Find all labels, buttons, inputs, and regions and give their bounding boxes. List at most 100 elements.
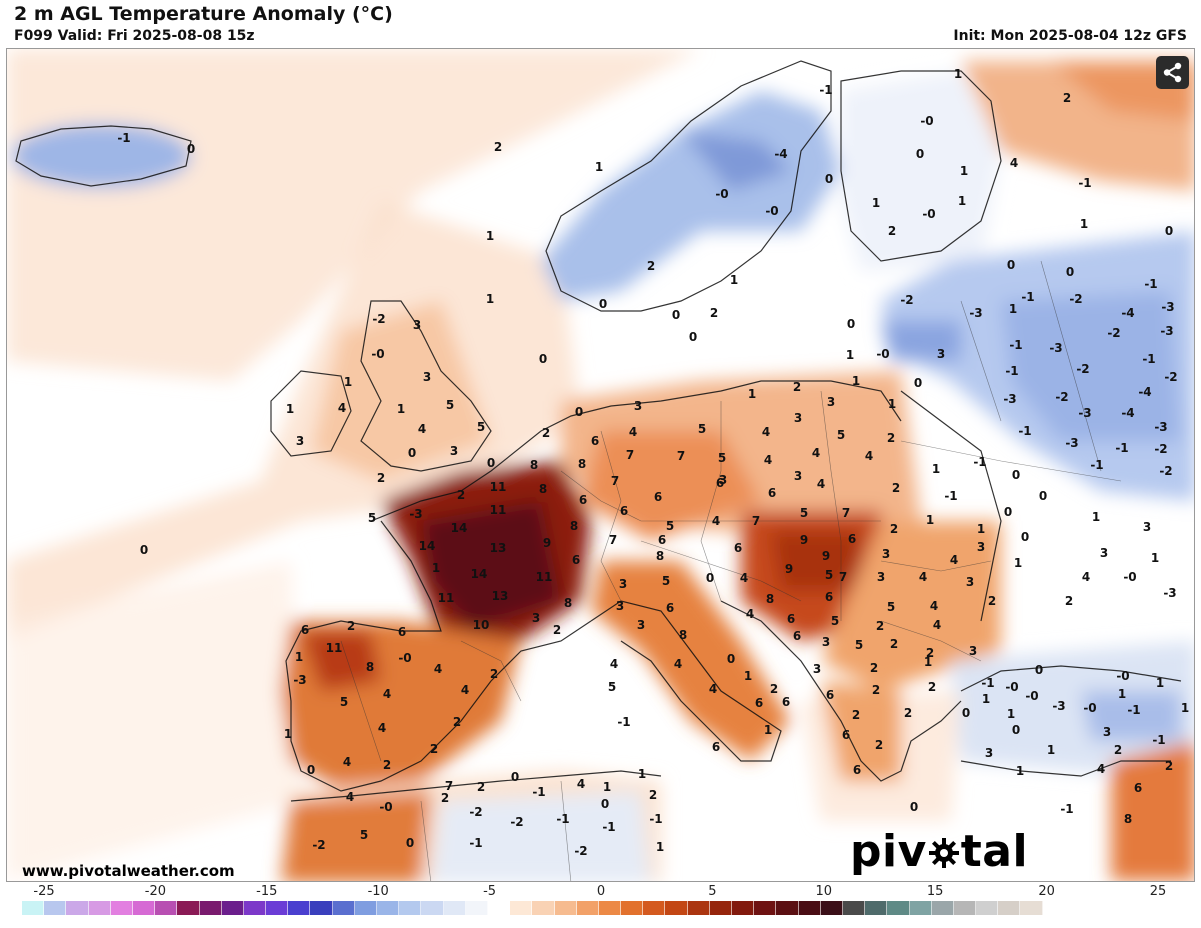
anomaly-label: 4 [434,662,442,676]
anomaly-label: 4 [950,553,958,567]
anomaly-label: 2 [377,471,385,485]
anomaly-label: 8 [530,458,538,472]
anomaly-label: -1 [973,455,986,469]
anomaly-label: 7 [611,474,619,488]
anomaly-label: 6 [793,629,801,643]
anomaly-label: 9 [822,549,830,563]
anomaly-label: 0 [187,142,195,156]
colorbar-swatch [554,901,577,915]
colorbar-swatch [931,901,954,915]
anomaly-label: -3 [1065,436,1078,450]
anomaly-label: -1 [981,676,994,690]
anomaly-label: 2 [383,758,391,772]
colorbar-swatch [953,901,977,915]
anomaly-label: 3 [937,347,945,361]
anomaly-label: 4 [383,687,391,701]
anomaly-label: -0 [876,347,889,361]
anomaly-label: 6 [666,601,674,615]
anomaly-label: 6 [853,763,861,777]
anomaly-label: 2 [1114,743,1122,757]
colorbar-swatch [687,901,710,915]
anomaly-label: 4 [764,453,772,467]
anomaly-label: 2 [430,742,438,756]
anomaly-label: 5 [360,828,368,842]
anomaly-label: 1 [982,692,990,706]
colorbar-swatch [732,901,755,915]
anomaly-label: -2 [574,844,587,858]
anomaly-label: 1 [977,522,985,536]
scale-tick-label: -10 [367,884,389,899]
anomaly-label: 2 [1165,759,1173,773]
anomaly-label: 5 [800,506,808,520]
header: 2 m AGL Temperature Anomaly (°C) F099 Va… [0,0,1201,48]
colorbar-swatch [66,901,89,915]
anomaly-label: 5 [662,574,670,588]
anomaly-label: -3 [1052,699,1065,713]
colorbar-swatch [842,901,866,915]
colorbar-swatch [88,901,111,915]
colorbar-swatch [44,901,67,915]
anomaly-label: 2 [876,619,884,633]
anomaly-label: 3 [1100,546,1108,560]
map-canvas[interactable]: -1 0 2 1 1 1 0 0 -1 -4 -0 -0 0 1 2 -0 0 1 4 -1 1 -0 1 2 1 0 2 1 0 0 2 0… [6,48,1195,882]
anomaly-label: 8 [1124,812,1132,826]
anomaly-label: 2 [1065,594,1073,608]
anomaly-label: 1 [1016,764,1024,778]
anomaly-label: 0 [1004,505,1012,519]
scale-tick-label: -15 [256,884,278,899]
anomaly-label: 5 [446,398,454,412]
anomaly-label: 6 [654,490,662,504]
anomaly-label: 8 [578,457,586,471]
share-button[interactable] [1156,56,1189,89]
anomaly-label: 0 [1039,489,1047,503]
anomaly-label: 1 [344,375,352,389]
colorbar-swatch [598,901,622,915]
website-url[interactable]: www.pivotalweather.com [22,862,235,880]
anomaly-label: 0 [511,770,519,784]
anomaly-label: -1 [1127,703,1140,717]
anomaly-label: 7 [445,779,453,793]
colorbar-swatch [421,901,444,915]
anomaly-label: 1 [1181,701,1189,715]
anomaly-label: 2 [988,594,996,608]
anomaly-label: 2 [457,488,465,502]
anomaly-label: 1 [486,292,494,306]
colorbar-swatch [665,901,688,915]
anomaly-label: 11 [438,591,455,605]
anomaly-label: 14 [471,567,488,581]
anomaly-label: 1 [852,374,860,388]
anomaly-label: 0 [408,446,416,460]
anomaly-label: 5 [887,600,895,614]
anomaly-label: 0 [672,308,680,322]
anomaly-label: 1 [1080,217,1088,231]
anomaly-label: 2 [870,661,878,675]
colorbar-swatch [909,901,932,915]
anomaly-label: 7 [626,448,634,462]
anomaly-label: 10 [473,618,490,632]
anomaly-label: 11 [490,480,507,494]
anomaly-label: 4 [1010,156,1018,170]
anomaly-label: 1 [1092,510,1100,524]
anomaly-label: 8 [570,519,578,533]
anomaly-label: 2 [890,522,898,536]
anomaly-label: 3 [1143,520,1151,534]
anomaly-label: 6 [712,740,720,754]
anomaly-label: 4 [933,618,941,632]
anomaly-label: 4 [461,683,469,697]
anomaly-label: -1 [1018,424,1031,438]
anomaly-label: 14 [451,521,468,535]
anomaly-label: 4 [709,682,717,696]
colorbar-swatch [487,901,511,915]
anomaly-label: 0 [847,317,855,331]
anomaly-label: -3 [1049,341,1062,355]
anomaly-label: 4 [378,721,386,735]
colorbar-swatch [865,901,888,915]
anomaly-label: 2 [647,259,655,273]
anomaly-label: 0 [1035,663,1043,677]
anomaly-label: 6 [579,493,587,507]
colorbar-swatch [22,901,45,915]
anomaly-label: 4 [817,477,825,491]
anomaly-label: -2 [1107,326,1120,340]
anomaly-label: 7 [839,570,847,584]
